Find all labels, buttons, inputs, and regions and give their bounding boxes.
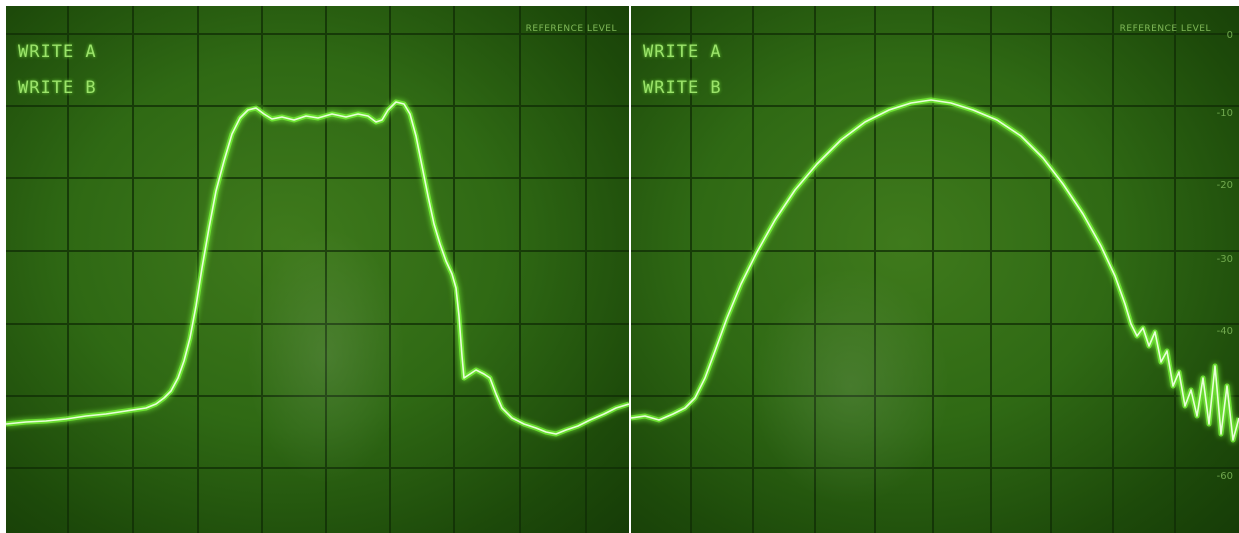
trace-glow-right bbox=[631, 97, 1239, 443]
graticule-right bbox=[631, 6, 1239, 533]
write-b-label: WRITE B bbox=[18, 78, 97, 98]
db-scale-minus-20: -20 bbox=[1216, 180, 1233, 191]
spectrum-display-left: WRITE A WRITE B REFERENCE LEVEL bbox=[6, 6, 629, 533]
db-scale-minus-30: -30 bbox=[1216, 254, 1233, 265]
db-scale-minus-60: -60 bbox=[1216, 471, 1233, 482]
display-left-canvas bbox=[6, 6, 629, 533]
db-scale-minus-10: -10 bbox=[1216, 108, 1233, 119]
db-scale-0: 0 bbox=[1226, 30, 1233, 41]
trace-core-right bbox=[631, 99, 1239, 441]
trace-glow-left bbox=[6, 99, 629, 437]
spectrum-display-right: WRITE A WRITE B REFERENCE LEVEL 0 -10 -2… bbox=[631, 6, 1239, 533]
reference-level-label: REFERENCE LEVEL bbox=[1119, 24, 1211, 34]
trace-core-left bbox=[6, 101, 629, 435]
reference-level-label: REFERENCE LEVEL bbox=[525, 24, 617, 34]
write-a-label: WRITE A bbox=[643, 42, 722, 62]
db-scale-minus-40: -40 bbox=[1216, 326, 1233, 337]
write-a-label: WRITE A bbox=[18, 42, 97, 62]
write-b-label: WRITE B bbox=[643, 78, 722, 98]
graticule-left bbox=[6, 6, 629, 533]
display-right-canvas bbox=[631, 6, 1239, 533]
